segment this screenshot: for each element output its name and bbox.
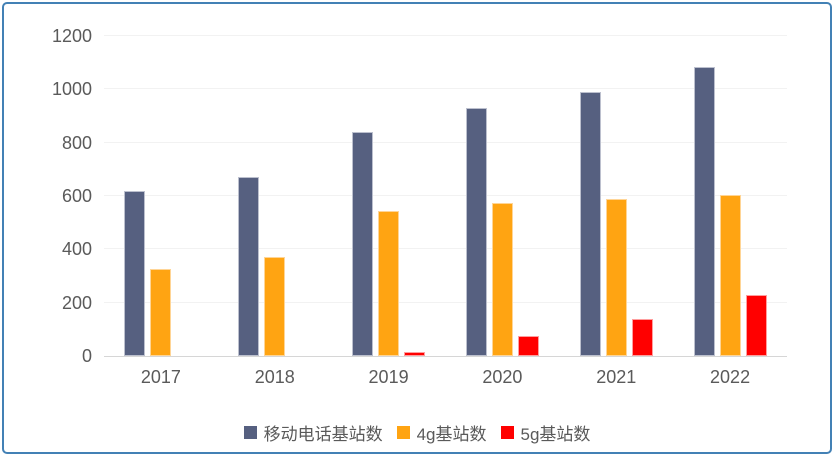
x-tick-label: 2018 (254, 367, 295, 387)
legend-item: 移动电话基站数 (243, 420, 383, 445)
y-axis-labels: 0 200 400 600 800 1000 1200 (4, 27, 92, 365)
legend-label: 5g基站数 (520, 425, 591, 444)
gridline (104, 88, 787, 90)
x-axis-labels: 2017 2018 2019 2020 2021 2022 (104, 366, 787, 388)
bar-group (104, 36, 218, 356)
x-axis-line (104, 356, 787, 357)
y-tick-label: 800 (61, 132, 92, 153)
plot-area (104, 36, 787, 356)
x-tick-label: 2020 (482, 367, 523, 387)
bar (378, 210, 400, 356)
bar (352, 132, 374, 356)
bar-group (559, 36, 673, 356)
gridline (104, 195, 787, 196)
legend-item: 5g基站数 (500, 420, 591, 445)
gridline (104, 35, 787, 36)
bar (491, 202, 513, 356)
bar (404, 352, 426, 356)
bar (238, 177, 260, 356)
gridlines-layer (104, 35, 787, 357)
gridline (104, 141, 787, 143)
y-tick-label: 1000 (51, 79, 92, 100)
gridline (104, 248, 787, 250)
bar-group (673, 36, 787, 356)
y-tick-label: 1200 (51, 26, 92, 46)
bar (579, 92, 601, 356)
y-tick-label: 400 (61, 239, 92, 260)
x-tick-label: 2019 (368, 367, 409, 387)
legend-swatch (396, 426, 410, 439)
bar (150, 269, 172, 356)
bar (631, 318, 653, 356)
bar-group (445, 36, 559, 356)
legend-item: 4g基站数 (396, 420, 487, 445)
bar (605, 198, 627, 356)
bar-group (332, 36, 446, 356)
y-tick-label: 0 (81, 346, 92, 366)
bar (517, 336, 539, 356)
bar-group (218, 36, 332, 356)
bar (124, 190, 146, 356)
gridline (104, 301, 787, 303)
y-tick-label: 600 (61, 186, 92, 206)
bar (719, 194, 741, 356)
y-tick-label: 200 (61, 292, 92, 313)
legend-swatch (500, 426, 514, 439)
bar (693, 66, 715, 356)
bar (745, 294, 767, 356)
bar (264, 257, 286, 356)
x-tick-label: 2017 (140, 367, 181, 387)
x-tick-label: 2022 (710, 367, 751, 387)
bar (465, 108, 487, 356)
legend-swatch (243, 426, 257, 439)
x-tick-label: 2021 (596, 367, 637, 387)
legend-label: 4g基站数 (416, 425, 487, 444)
legend-label: 移动电话基站数 (263, 425, 383, 444)
legend: 移动电话基站数 4g基站数 5g基站数 (4, 420, 830, 445)
